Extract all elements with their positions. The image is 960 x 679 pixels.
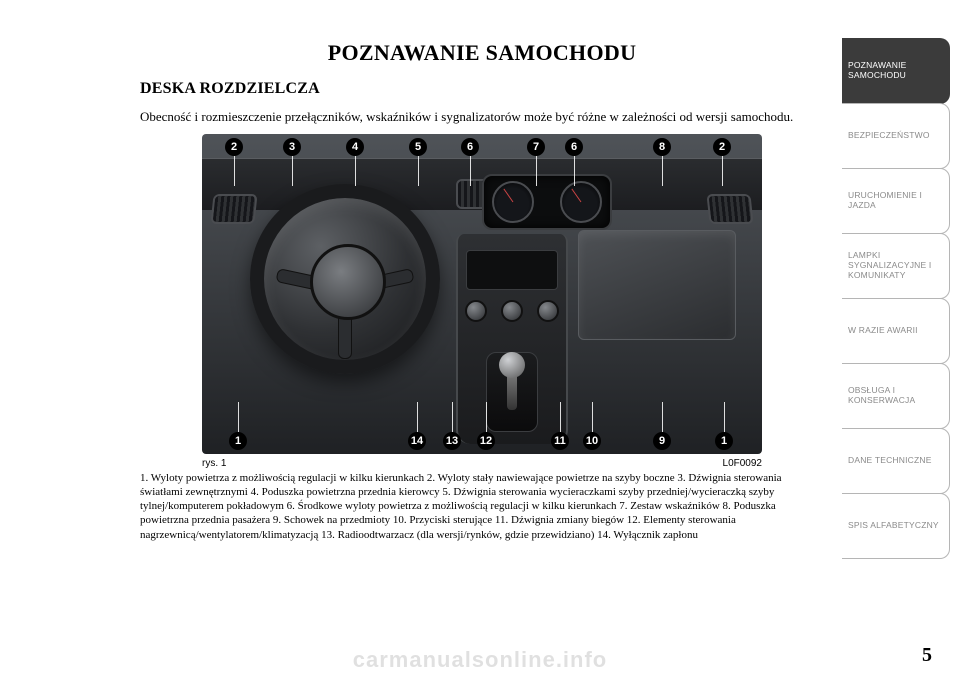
- figure-code: L0F0092: [723, 458, 762, 469]
- callout-line: [536, 156, 537, 186]
- figure-legend: 1. Wyloty powietrza z możliwością regula…: [140, 471, 824, 542]
- dashboard-figure: 2 3 4 5 6 7 6 8 2 1 14 13 12 11 10 9 1: [202, 134, 762, 454]
- content-area: POZNAWANIE SAMOCHODU DESKA ROZDZIELCZA O…: [0, 0, 842, 679]
- wheel-spoke: [335, 268, 414, 298]
- sidebar-tab[interactable]: DANE TECHNICZNE: [842, 428, 950, 494]
- callout-marker: 10: [583, 432, 601, 450]
- steering-wheel: [250, 184, 440, 374]
- callout-line: [238, 402, 239, 432]
- gear-shifter: [507, 366, 517, 410]
- callout-marker: 14: [408, 432, 426, 450]
- callout-marker: 5: [409, 138, 427, 156]
- callout-marker: 6: [565, 138, 583, 156]
- callout-marker: 1: [229, 432, 247, 450]
- instrument-cluster: [482, 174, 612, 230]
- radio-unit: [466, 250, 558, 290]
- callout-marker: 12: [477, 432, 495, 450]
- callout-marker: 7: [527, 138, 545, 156]
- hvac-knobs: [458, 300, 566, 328]
- callout-line: [486, 402, 487, 432]
- knob: [501, 300, 523, 322]
- vent-left: [210, 194, 257, 224]
- callout-line: [722, 156, 723, 186]
- callout-marker: 4: [346, 138, 364, 156]
- callout-line: [417, 402, 418, 432]
- gauge-left: [492, 181, 534, 223]
- sidebar-tab[interactable]: BEZPIECZEŃSTWO: [842, 103, 950, 169]
- callout-line: [292, 156, 293, 186]
- wheel-spoke: [275, 268, 354, 298]
- sidebar-tab[interactable]: POZNAWANIE SAMOCHODU: [842, 38, 950, 104]
- page-title: POZNAWANIE SAMOCHODU: [140, 40, 824, 66]
- callout-line: [560, 402, 561, 432]
- knob: [465, 300, 487, 322]
- wheel-spoke: [338, 279, 352, 359]
- intro-text: Obecność i rozmieszczenie przełączników,…: [140, 108, 824, 126]
- sidebar-tab[interactable]: LAMPKI SYGNALIZACYJNE I KOMUNIKATY: [842, 233, 950, 299]
- gauge-right: [560, 181, 602, 223]
- vent-right: [706, 194, 753, 224]
- callout-line: [662, 402, 663, 432]
- callout-marker: 2: [225, 138, 243, 156]
- knob: [537, 300, 559, 322]
- callout-marker: 11: [551, 432, 569, 450]
- glovebox: [578, 230, 736, 340]
- sidebar-tab[interactable]: SPIS ALFABETYCZNY: [842, 493, 950, 559]
- sidebar-tab[interactable]: URUCHOMIENIE I JAZDA: [842, 168, 950, 234]
- callout-line: [574, 156, 575, 186]
- page-number: 5: [922, 644, 932, 667]
- callout-marker: 2: [713, 138, 731, 156]
- callout-line: [662, 156, 663, 186]
- figure-meta: rys. 1 L0F0092: [202, 458, 762, 469]
- callout-marker: 3: [283, 138, 301, 156]
- callout-line: [452, 402, 453, 432]
- sidebar-tab[interactable]: OBSŁUGA I KONSERWACJA: [842, 363, 950, 429]
- page: POZNAWANIE SAMOCHODU DESKA ROZDZIELCZA O…: [0, 0, 960, 679]
- callout-line: [470, 156, 471, 186]
- center-stack: [456, 234, 568, 444]
- callout-line: [355, 156, 356, 186]
- sidebar-tab[interactable]: W RAZIE AWARII: [842, 298, 950, 364]
- callout-marker: 9: [653, 432, 671, 450]
- sidebar-tabs: POZNAWANIE SAMOCHODUBEZPIECZEŃSTWOURUCHO…: [842, 0, 960, 679]
- callout-marker: 6: [461, 138, 479, 156]
- callout-line: [418, 156, 419, 186]
- callout-marker: 13: [443, 432, 461, 450]
- callout-line: [724, 402, 725, 432]
- callout-marker: 1: [715, 432, 733, 450]
- callout-line: [592, 402, 593, 432]
- section-heading: DESKA ROZDZIELCZA: [140, 80, 824, 98]
- callout-marker: 8: [653, 138, 671, 156]
- callout-line: [234, 156, 235, 186]
- figure-label: rys. 1: [202, 458, 226, 469]
